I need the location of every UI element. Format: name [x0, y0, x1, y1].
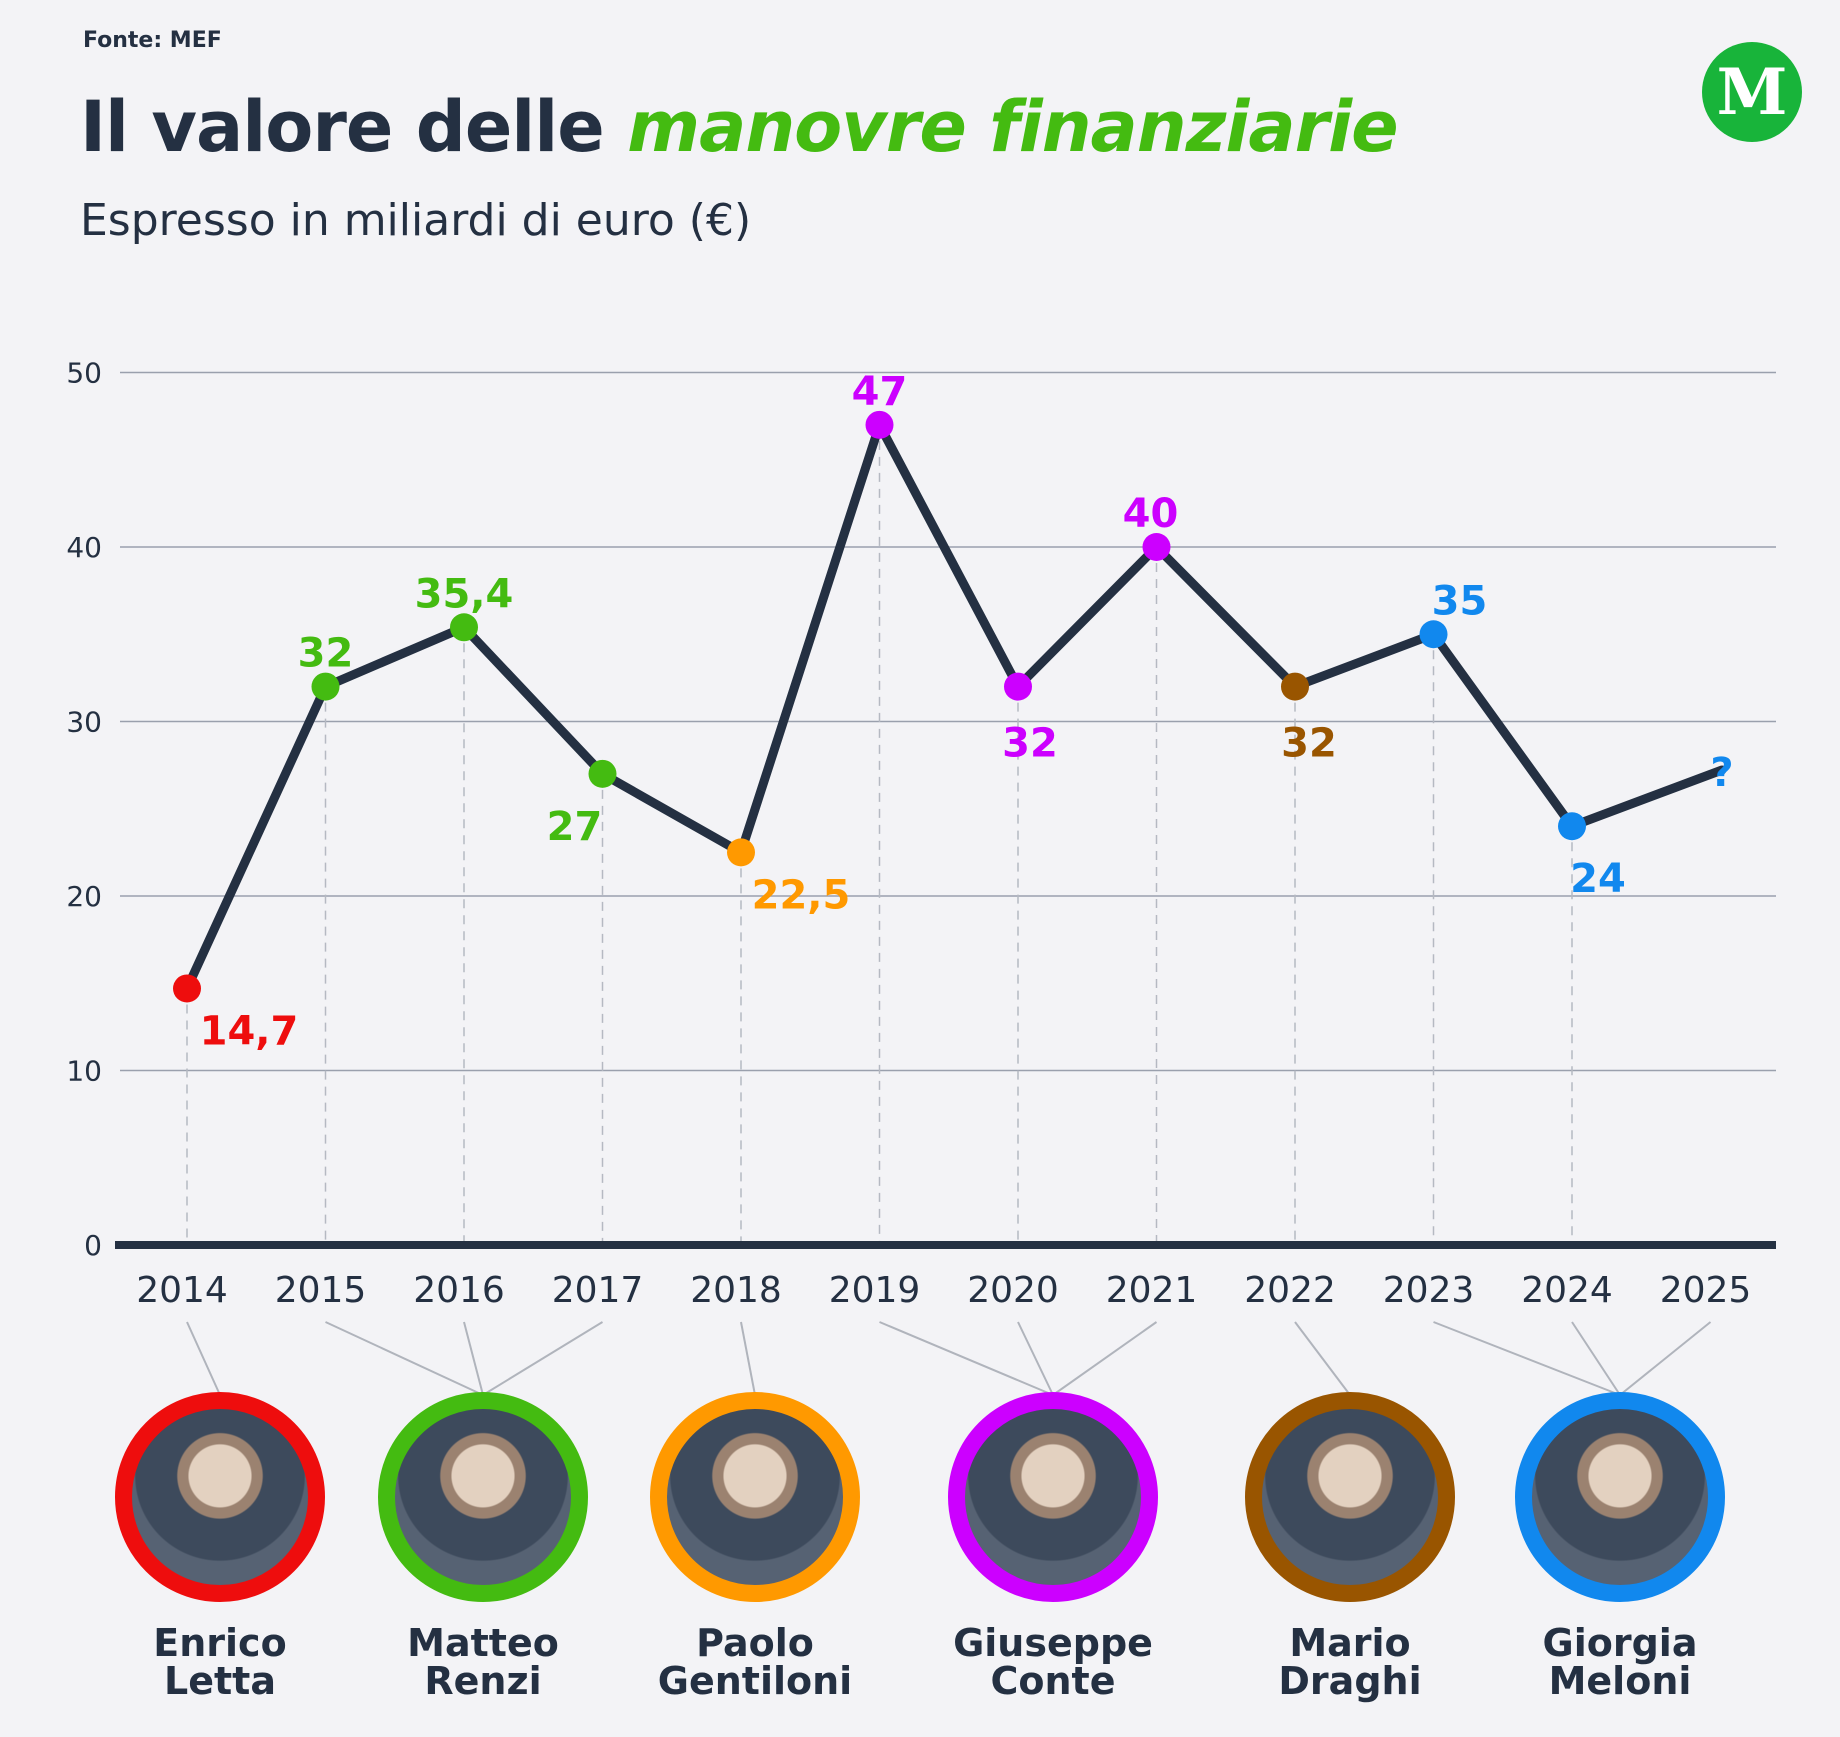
leader-connector [1571, 1321, 1621, 1396]
x-tick-label: 2014 [136, 1270, 228, 1311]
y-tick-label: 30 [66, 706, 102, 739]
y-tick-label: 50 [66, 357, 102, 390]
title-highlight: manovre finanziarie [627, 86, 1398, 168]
x-tick-label: 2019 [829, 1270, 921, 1311]
portrait-avatar [1515, 1392, 1725, 1602]
leader-card-gentiloni: Paolo Gentiloni [625, 1392, 885, 1700]
leader-last-name: Renzi [424, 1659, 542, 1703]
leader-name: Giorgia Meloni [1490, 1624, 1750, 1700]
data-label: 32 [1002, 721, 1058, 767]
data-point [311, 672, 340, 701]
data-label: 32 [298, 631, 354, 677]
y-tick-label: 40 [66, 531, 102, 564]
x-tick-label: 2021 [1106, 1270, 1198, 1311]
portrait-avatar [378, 1392, 588, 1602]
data-label: 14,7 [200, 1008, 299, 1054]
leader-connector [740, 1321, 756, 1396]
x-tick-label: 2016 [413, 1270, 505, 1311]
leader-connector [325, 1321, 484, 1396]
data-label: 24 [1570, 856, 1626, 902]
data-label: ? [1710, 750, 1733, 796]
leader-card-conte: Giuseppe Conte [923, 1392, 1183, 1700]
data-label: 40 [1123, 491, 1179, 537]
data-label: 27 [547, 804, 603, 850]
leader-connector [1017, 1321, 1054, 1396]
leader-connector [482, 1321, 604, 1396]
leader-card-meloni: Giorgia Meloni [1490, 1392, 1750, 1700]
data-point [727, 838, 755, 867]
leader-card-letta: Enrico Letta [90, 1392, 350, 1700]
leader-first-name: Enrico [153, 1621, 287, 1665]
x-tick-label: 2025 [1660, 1270, 1752, 1311]
leader-connector [1619, 1321, 1712, 1396]
y-tick-label: 0 [84, 1229, 102, 1262]
leader-connector [879, 1321, 1054, 1396]
x-tick-label: 2015 [275, 1270, 367, 1311]
x-tick-label: 2017 [552, 1270, 644, 1311]
leader-card-renzi: Matteo Renzi [353, 1392, 613, 1700]
data-point [865, 410, 894, 439]
page-subtitle: Espresso in miliardi di euro (€) [80, 195, 752, 246]
y-tick-label: 10 [66, 1055, 102, 1088]
leader-connector [1052, 1321, 1158, 1396]
data-point [1281, 672, 1309, 701]
brand-logo: M [1702, 42, 1802, 142]
data-point [450, 613, 478, 642]
portrait-avatar [1245, 1392, 1455, 1602]
leader-connector [186, 1321, 221, 1396]
leader-name: Paolo Gentiloni [625, 1624, 885, 1700]
leader-first-name: Giuseppe [953, 1621, 1153, 1665]
data-point [1558, 812, 1586, 841]
x-tick-label: 2018 [690, 1270, 782, 1311]
series-line [182, 420, 1727, 993]
leader-last-name: Letta [164, 1659, 276, 1703]
portrait-avatar [650, 1392, 860, 1602]
leader-name: Giuseppe Conte [923, 1624, 1183, 1700]
data-label: 32 [1281, 721, 1337, 767]
leader-last-name: Meloni [1548, 1659, 1692, 1703]
y-tick-label: 20 [66, 880, 102, 913]
data-point [588, 759, 617, 788]
leader-connector [1433, 1321, 1621, 1396]
leader-first-name: Matteo [407, 1621, 559, 1665]
leader-last-name: Draghi [1278, 1659, 1422, 1703]
leader-name: Enrico Letta [90, 1624, 350, 1700]
source-note: Fonte: MEF [83, 28, 222, 53]
page-title: Il valore delle manovre finanziarie [80, 86, 1399, 168]
x-tick-label: 2023 [1383, 1270, 1475, 1311]
leader-connector [463, 1321, 484, 1396]
leader-first-name: Giorgia [1542, 1621, 1698, 1665]
data-label: 47 [852, 369, 908, 415]
data-point [1142, 533, 1171, 561]
leader-name: Matteo Renzi [353, 1624, 613, 1700]
data-point [173, 974, 201, 1003]
leader-last-name: Gentiloni [657, 1659, 853, 1703]
leader-first-name: Mario [1289, 1621, 1411, 1665]
data-label: 22,5 [752, 872, 851, 918]
leader-first-name: Paolo [696, 1621, 814, 1665]
leader-connector [1294, 1321, 1351, 1396]
x-tick-label: 2020 [967, 1270, 1059, 1311]
leader-card-draghi: Mario Draghi [1220, 1392, 1480, 1700]
leader-name: Mario Draghi [1220, 1624, 1480, 1700]
leader-last-name: Conte [990, 1659, 1116, 1703]
data-label: 35,4 [415, 571, 514, 617]
data-point [1419, 620, 1448, 649]
portrait-avatar [948, 1392, 1158, 1602]
x-tick-label: 2022 [1244, 1270, 1336, 1311]
data-label: 35 [1432, 578, 1488, 624]
data-point [1004, 672, 1032, 701]
portrait-avatar [115, 1392, 325, 1602]
x-tick-label: 2024 [1521, 1270, 1613, 1311]
title-main: Il valore delle [80, 86, 628, 168]
